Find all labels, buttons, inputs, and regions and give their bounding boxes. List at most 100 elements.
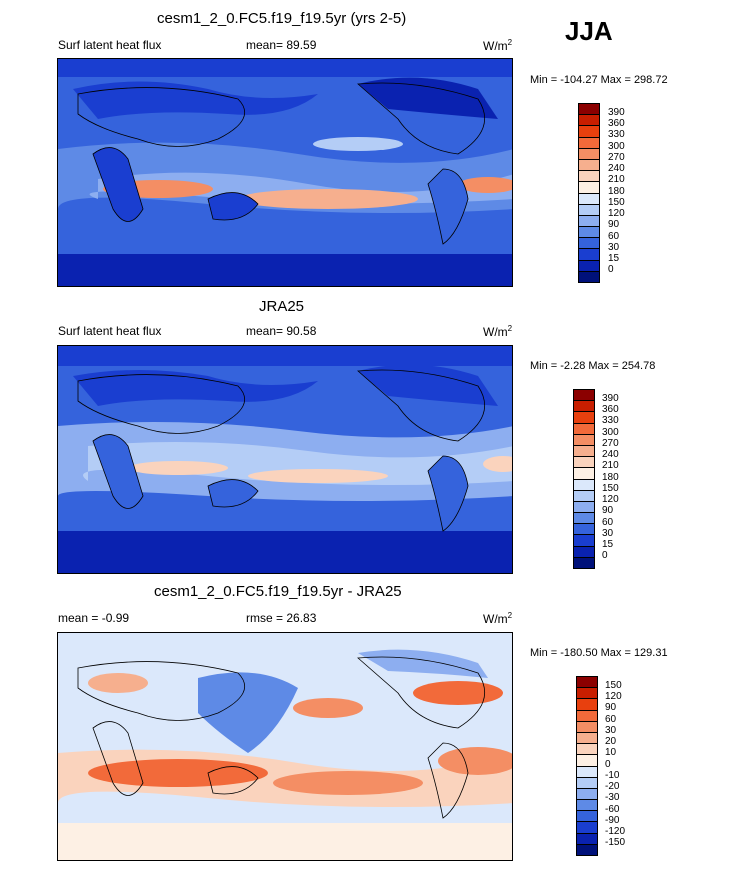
panel-2-variable-label: Surf latent heat flux	[58, 324, 162, 338]
colorbar-tick-label: 240	[608, 163, 625, 174]
colorbar-tick-label: 120	[608, 208, 625, 219]
colorbar-tick-label: 330	[608, 129, 625, 140]
panel-2-units: W/m2	[483, 324, 513, 339]
colorbar-tick-label: 0	[602, 550, 608, 561]
colorbar-swatch	[579, 104, 599, 116]
colorbar-tick-label: 270	[602, 438, 619, 449]
panel-1-map-field	[58, 59, 512, 286]
season-label: JJA	[565, 16, 613, 46]
colorbar-swatch	[579, 159, 599, 172]
panel-1-map	[57, 58, 513, 287]
colorbar-tick-label: 150	[605, 680, 622, 691]
colorbar-swatch	[574, 457, 594, 469]
colorbar-swatch	[577, 710, 597, 722]
colorbar-swatch	[579, 249, 599, 261]
colorbar-swatch	[577, 822, 597, 834]
colorbar-swatch	[574, 546, 594, 558]
colorbar-tick-label: 0	[608, 264, 614, 275]
colorbar-swatch	[577, 688, 597, 700]
colorbar-swatch	[579, 238, 599, 250]
colorbar-swatch	[574, 401, 594, 413]
colorbar-tick-label: 0	[605, 759, 611, 770]
panel-3-units: W/m2	[483, 611, 513, 626]
colorbar-tick-label: -10	[605, 770, 620, 781]
colorbar-tick-label: 120	[605, 691, 622, 702]
panel-3-mean-label: mean = -0.99	[58, 611, 130, 625]
colorbar-swatch	[577, 833, 597, 845]
panel-2-colorbar	[573, 389, 595, 569]
colorbar-swatch	[579, 126, 599, 138]
panel-1-minmax: Min = -104.27 Max = 298.72	[530, 74, 668, 86]
colorbar-swatch	[577, 777, 597, 789]
panel-3-minmax: Min = -180.50 Max = 129.31	[530, 647, 668, 659]
colorbar-tick-label: 30	[602, 528, 614, 539]
colorbar-tick-label: 20	[605, 736, 617, 747]
colorbar-tick-label: 390	[608, 107, 625, 118]
colorbar-swatch	[577, 699, 597, 711]
colorbar-tick-label: 30	[608, 242, 620, 253]
colorbar-tick-label: 210	[602, 460, 619, 471]
colorbar-swatch	[574, 468, 594, 480]
colorbar-tick-label: 180	[602, 472, 619, 483]
panel-3-map-field	[58, 633, 512, 860]
colorbar-swatch	[574, 513, 594, 525]
colorbar-swatch	[574, 501, 594, 514]
colorbar-swatch	[574, 390, 594, 402]
colorbar-tick-label: 240	[602, 449, 619, 460]
colorbar-tick-label: 150	[608, 197, 625, 208]
colorbar-tick-label: 360	[608, 118, 625, 129]
colorbar-tick-label: 60	[608, 231, 620, 242]
colorbar-swatch	[577, 744, 597, 756]
panel-2-title: JRA25	[259, 298, 305, 315]
colorbar-swatch	[579, 193, 599, 205]
colorbar-tick-label: 60	[605, 714, 617, 725]
colorbar-swatch	[579, 137, 599, 149]
colorbar-tick-label: 300	[602, 427, 619, 438]
colorbar-swatch	[577, 732, 597, 745]
colorbar-tick-label: 270	[608, 152, 625, 163]
colorbar-swatch	[579, 115, 599, 127]
colorbar-tick-label: 30	[605, 725, 617, 736]
colorbar-swatch	[574, 524, 594, 536]
colorbar-swatch	[577, 766, 597, 778]
colorbar-tick-label: 390	[602, 393, 619, 404]
colorbar-tick-label: 90	[602, 505, 614, 516]
panel-2-minmax: Min = -2.28 Max = 254.78	[530, 360, 656, 372]
panel-3-colorbar	[576, 676, 598, 856]
panel-1-units: W/m2	[483, 38, 513, 53]
colorbar-tick-label: 10	[605, 747, 617, 758]
colorbar-tick-label: 90	[608, 219, 620, 230]
panel-2-map	[57, 345, 513, 574]
colorbar-swatch	[579, 171, 599, 183]
colorbar-tick-label: 150	[602, 483, 619, 494]
colorbar-swatch	[579, 271, 599, 282]
panel-3-map	[57, 632, 513, 861]
colorbar-swatch	[579, 227, 599, 239]
colorbar-tick-label: 210	[608, 174, 625, 185]
colorbar-swatch	[577, 811, 597, 823]
colorbar-swatch	[574, 445, 594, 458]
colorbar-tick-label: -150	[605, 837, 626, 848]
colorbar-tick-label: 15	[602, 539, 614, 550]
colorbar-swatch	[579, 182, 599, 194]
panel-1-variable-label: Surf latent heat flux	[58, 38, 162, 52]
colorbar-swatch	[577, 721, 597, 733]
colorbar-tick-label: -90	[605, 815, 620, 826]
colorbar-swatch	[579, 260, 599, 272]
colorbar-tick-label: 90	[605, 702, 617, 713]
colorbar-tick-label: 60	[602, 517, 614, 528]
panel-2-mean-label: mean= 90.58	[246, 324, 317, 338]
colorbar-swatch	[574, 412, 594, 424]
colorbar-swatch	[574, 479, 594, 491]
colorbar-tick-label: 180	[608, 186, 625, 197]
colorbar-swatch	[579, 215, 599, 228]
colorbar-swatch	[577, 844, 597, 855]
colorbar-swatch	[577, 755, 597, 767]
colorbar-swatch	[579, 148, 599, 160]
colorbar-swatch	[577, 800, 597, 812]
colorbar-tick-label: 120	[602, 494, 619, 505]
colorbar-swatch	[574, 434, 594, 446]
colorbar-swatch	[574, 490, 594, 502]
colorbar-swatch	[574, 535, 594, 547]
panel-3-rmse-label: rmse = 26.83	[246, 611, 317, 625]
